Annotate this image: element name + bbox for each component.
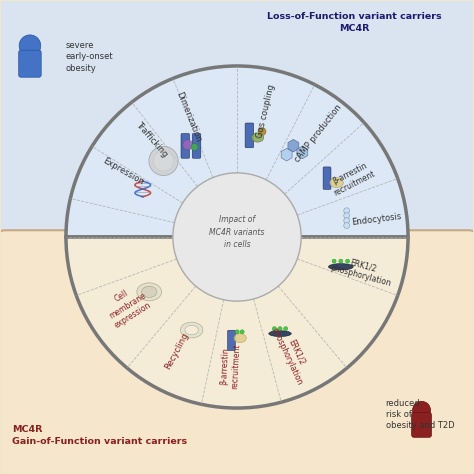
FancyBboxPatch shape <box>323 167 331 190</box>
Text: severe
early-onset
obesity: severe early-onset obesity <box>66 41 114 73</box>
Circle shape <box>344 218 350 224</box>
Text: MC4R
Gain-of-Function variant carriers: MC4R Gain-of-Function variant carriers <box>12 425 187 447</box>
Ellipse shape <box>185 325 199 335</box>
Circle shape <box>344 213 350 219</box>
FancyBboxPatch shape <box>411 412 431 438</box>
Text: β-arrestin
recruitment: β-arrestin recruitment <box>219 343 241 390</box>
Circle shape <box>240 330 244 334</box>
Text: Cell
membrane
expression: Cell membrane expression <box>101 281 153 330</box>
Text: Impact of
MC4R variants
in cells: Impact of MC4R variants in cells <box>210 216 264 249</box>
FancyBboxPatch shape <box>245 123 254 148</box>
Circle shape <box>258 128 266 136</box>
Text: cAMP production: cAMP production <box>293 102 343 164</box>
Text: β-arrestin
recruitment: β-arrestin recruitment <box>328 159 377 198</box>
Text: Loss-of-Function variant carriers
MC4R: Loss-of-Function variant carriers MC4R <box>267 12 441 34</box>
Circle shape <box>332 259 336 263</box>
FancyBboxPatch shape <box>0 230 474 474</box>
Circle shape <box>339 259 343 263</box>
Text: Recycling: Recycling <box>163 331 190 371</box>
Circle shape <box>154 151 173 171</box>
Circle shape <box>412 401 430 419</box>
Circle shape <box>344 208 350 214</box>
Circle shape <box>346 259 350 263</box>
Circle shape <box>149 146 178 175</box>
Text: Expression: Expression <box>101 156 145 187</box>
FancyBboxPatch shape <box>0 0 474 253</box>
FancyBboxPatch shape <box>228 330 236 350</box>
Ellipse shape <box>330 178 343 188</box>
Text: Gαs coupling: Gαs coupling <box>255 83 277 139</box>
Circle shape <box>191 144 198 151</box>
Text: Endocytosis: Endocytosis <box>351 212 402 228</box>
Ellipse shape <box>269 331 292 337</box>
Ellipse shape <box>251 133 264 142</box>
FancyBboxPatch shape <box>181 134 190 158</box>
Text: Trafficking: Trafficking <box>135 120 170 159</box>
Ellipse shape <box>181 322 203 338</box>
FancyBboxPatch shape <box>18 50 41 77</box>
Circle shape <box>173 173 301 301</box>
Circle shape <box>344 223 350 228</box>
Ellipse shape <box>137 283 162 301</box>
Ellipse shape <box>328 264 353 270</box>
Circle shape <box>235 330 239 334</box>
Text: reduced
risk of
obesity and T2D: reduced risk of obesity and T2D <box>385 399 454 430</box>
Text: ERK1/2
phosphorylation: ERK1/2 phosphorylation <box>329 253 395 288</box>
Ellipse shape <box>234 334 246 343</box>
Ellipse shape <box>142 286 157 298</box>
Text: Dimerization: Dimerization <box>174 91 203 144</box>
FancyBboxPatch shape <box>192 134 201 158</box>
Circle shape <box>273 327 276 331</box>
Wedge shape <box>66 66 408 237</box>
Circle shape <box>183 140 193 150</box>
Circle shape <box>19 35 41 56</box>
Circle shape <box>283 327 288 331</box>
Circle shape <box>278 327 282 331</box>
Text: ERK1/2
phosphorylation: ERK1/2 phosphorylation <box>269 322 314 387</box>
Wedge shape <box>66 237 408 408</box>
